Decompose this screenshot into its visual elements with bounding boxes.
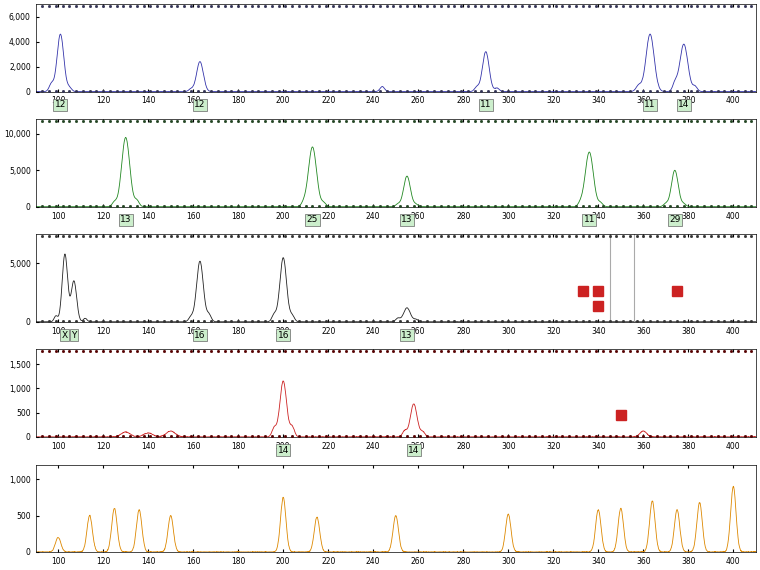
Text: 11: 11 [644,100,656,109]
Text: DYS389 II: DYS389 II [0,569,1,570]
Text: 14: 14 [408,446,420,455]
Text: 14: 14 [277,446,289,455]
Text: 13: 13 [120,215,131,225]
Text: TAGA: TAGA [0,569,1,570]
Text: 16: 16 [195,331,206,340]
Text: 16: 16 [277,331,289,340]
Text: 12: 12 [55,100,66,109]
Text: 12: 12 [195,100,206,109]
Text: 11: 11 [584,215,595,225]
Text: DYS392: DYS392 [0,569,1,570]
Text: 14: 14 [678,100,689,109]
Text: DYS426: DYS426 [0,569,1,570]
Text: DYS457 short: DYS457 short [0,569,1,570]
Text: 13: 13 [401,331,413,340]
Text: AMEL: AMEL [0,569,1,570]
Text: DYS394: DYS394 [0,569,1,570]
Text: Y: Y [71,331,77,340]
Text: DYS393: DYS393 [0,569,1,570]
Text: DYS19: DYS19 [0,569,1,570]
Text: X: X [62,331,68,340]
Text: 25: 25 [307,215,318,225]
Text: DYS438: DYS438 [0,569,1,570]
Text: 13: 13 [401,215,413,225]
Text: DYS391: DYS391 [0,569,1,570]
Text: 29: 29 [669,215,680,225]
Text: DYS389 I: DYS389 I [0,569,1,570]
Text: DYS388: DYS388 [0,569,1,570]
Text: DYS385: DYS385 [0,569,1,570]
Text: 11: 11 [480,100,492,109]
Text: DYS390: DYS390 [0,569,1,570]
